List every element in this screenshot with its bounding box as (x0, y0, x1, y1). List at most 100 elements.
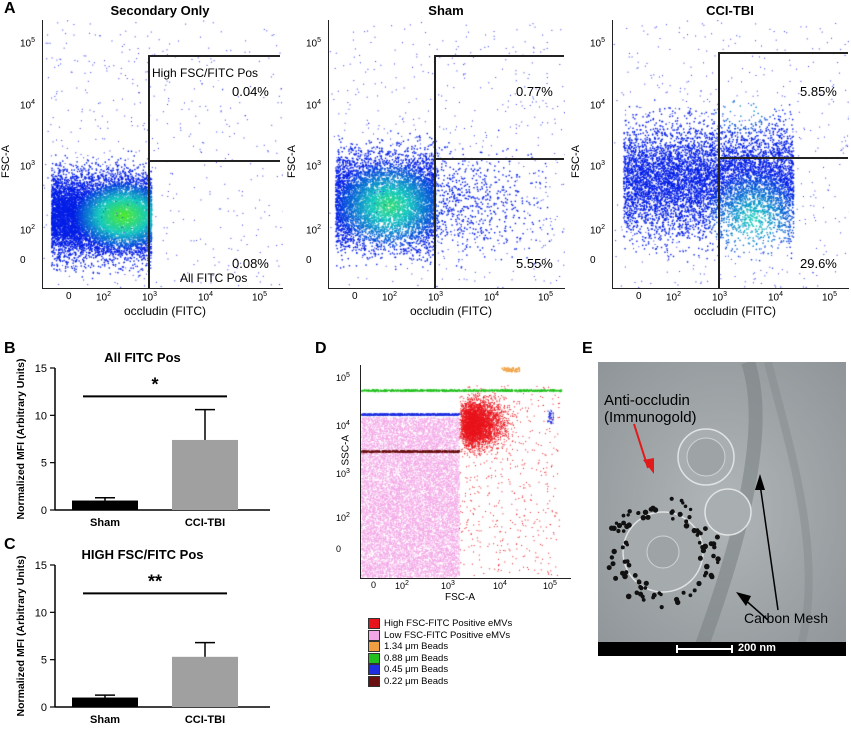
y-tick-label: 15 (35, 363, 47, 375)
gold-particle (610, 561, 616, 567)
em-drawing (598, 362, 846, 656)
legend-swatch (368, 664, 380, 675)
gold-particle (606, 565, 612, 571)
legend-item: 1.34 μm Beads (368, 641, 448, 652)
gold-particle (641, 598, 646, 602)
legend-item: 0.22 μm Beads (368, 675, 449, 687)
gold-particle (645, 514, 651, 520)
flow1-ytick: 103 (20, 160, 36, 173)
mesh-arrow-1 (759, 483, 779, 611)
gold-particle (703, 526, 708, 531)
gold-particle (681, 590, 686, 595)
panel-letter-c: C (4, 536, 16, 553)
gold-particle (677, 511, 683, 517)
flow2-ytick: 0 (306, 255, 312, 266)
gold-particle (621, 513, 626, 518)
legend-item: 0.88 μm Beads (368, 652, 448, 664)
flow2-ytick: 104 (306, 99, 322, 112)
legend-label: 0.45 μm Beads (384, 664, 449, 675)
flow3-xtick: 105 (822, 291, 838, 304)
gold-particle (659, 605, 664, 610)
scatter-d-points (361, 365, 571, 578)
flow1-xtick: 0 (66, 291, 72, 302)
em-image: Anti-occludin (Immunogold) Carbon Mesh (598, 362, 846, 656)
legend-label: 1.34 μm Beads (384, 641, 449, 652)
scatter-d-xtick: 102 (395, 580, 409, 591)
flow1-xtick: 105 (252, 291, 268, 304)
scatter-d-xtick: 103 (441, 580, 455, 591)
scale-label: 200 nm (738, 642, 776, 654)
gold-particle (702, 547, 706, 551)
gold-particle (621, 529, 626, 533)
flow2-xlabel: occludin (FITC) (409, 304, 492, 318)
legend-swatch (368, 652, 380, 664)
flow3-upper-pct: 5.85% (800, 84, 837, 99)
gold-particle (624, 523, 630, 530)
em-label-carbon-mesh: Carbon Mesh (744, 610, 829, 626)
gold-particle (609, 525, 615, 531)
flow2-gate-mid (434, 158, 564, 160)
gold-particle (692, 588, 697, 593)
gold-particle (683, 523, 690, 529)
scatter-d-ytick: 103 (336, 468, 350, 479)
gold-particle (632, 573, 638, 578)
gold-particle (636, 511, 641, 515)
category-label: CCI-TBI (185, 714, 225, 726)
flow3-lower-pct: 29.6% (800, 256, 837, 271)
gold-particle (684, 519, 689, 524)
gold-particle (625, 593, 632, 600)
bar-chart-high-fsc-fitc: HIGH FSC/FITC Pos 0 5 10 15 Normalized MFI (A… (15, 547, 270, 726)
flow3-xtick: 0 (636, 291, 642, 302)
flow2-ytick: 105 (306, 37, 322, 50)
em-label-sub: (Immunogold) (604, 409, 697, 426)
gold-particle (636, 579, 641, 584)
gold-particle (691, 527, 697, 534)
scatter-d-ytick: 105 (336, 372, 350, 383)
flow1-ytick: 102 (20, 224, 36, 237)
gold-particle (625, 543, 629, 547)
vesicle-2 (704, 488, 752, 536)
gold-particle (679, 498, 684, 503)
gate-label-high: High FSC/FITC Pos (150, 66, 261, 80)
flow1-gate-left (148, 55, 150, 288)
bar-sham (72, 500, 138, 510)
category-label: Sham (90, 517, 120, 529)
legend-item: High FSC-FITC Positive eMVs (368, 618, 512, 629)
legend-label: Low FSC-FITC Positive eMVs (384, 629, 511, 641)
bar-title: All FITC Pos (104, 350, 181, 365)
gold-particle (688, 593, 693, 598)
gold-particle (622, 559, 627, 564)
flow-title-secondary-only: Secondary Only (110, 3, 210, 18)
flow1-xlabel: occludin (FITC) (123, 304, 206, 318)
gold-particle (626, 562, 632, 568)
y-tick-label: 0 (41, 505, 47, 517)
gold-particle (616, 522, 623, 529)
gold-particle (640, 594, 645, 599)
legend-label: 0.22 μm Beads (384, 675, 449, 687)
gold-particle (634, 590, 640, 596)
gold-particle (703, 570, 709, 576)
scale-cap-left (676, 645, 678, 653)
flow-plot-secondary-only (42, 20, 283, 289)
gold-particle (626, 513, 630, 517)
flow3-ytick: 104 (590, 99, 606, 112)
panel-letter-b: B (4, 340, 16, 357)
gold-particle (695, 528, 700, 533)
legend-item: Low FSC-FITC Positive eMVs (368, 629, 511, 641)
y-tick-label: 0 (41, 702, 47, 714)
flow2-ylabel: FSC-A (286, 145, 298, 178)
bar-cci-tbi (172, 656, 238, 707)
gold-particle (671, 517, 675, 521)
flow-plot-sham (328, 20, 565, 289)
gold-particle (714, 534, 720, 540)
em-label-anti-occludin: Anti-occludin (Immunogold) (604, 392, 697, 426)
flow3-density (613, 20, 849, 288)
panel-letter-a: A (4, 0, 16, 17)
flow2-ytick: 103 (306, 160, 322, 173)
flow3-xtick: 104 (768, 291, 784, 304)
gold-particle (708, 572, 714, 578)
flow3-gate-left (718, 52, 720, 288)
significance-marker: ** (148, 571, 162, 591)
gold-particle (657, 591, 662, 595)
gold-particle (620, 570, 625, 576)
